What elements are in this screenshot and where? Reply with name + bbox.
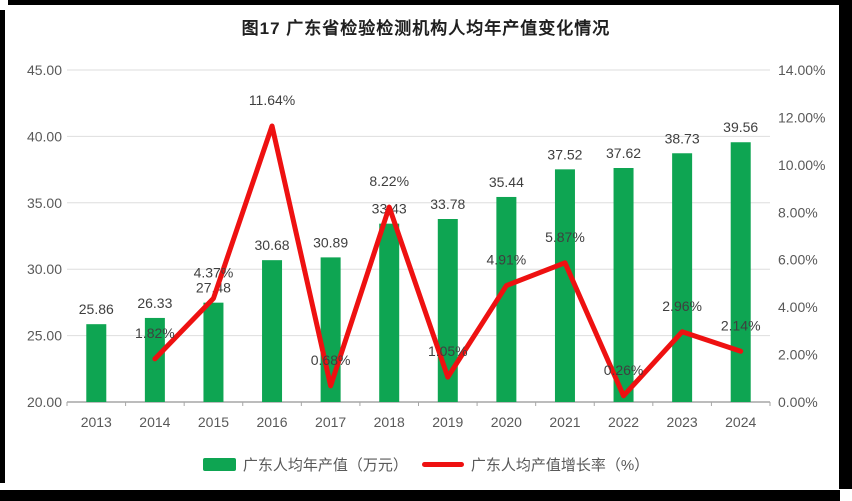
- screenshot-border-top: [8, 0, 852, 5]
- line-point-label: 4.37%: [194, 264, 234, 280]
- x-axis-label: 2013: [81, 414, 112, 430]
- line-point-label: 5.87%: [545, 229, 585, 245]
- bar-value-label: 37.62: [606, 145, 641, 161]
- x-axis-label: 2022: [608, 414, 639, 430]
- line-point-label: 0.68%: [311, 352, 351, 368]
- y-left-axis-tick-label: 20.00: [27, 394, 62, 410]
- y-right-axis-tick-label: 8.00%: [778, 204, 818, 220]
- bar-value-label: 39.56: [723, 119, 758, 135]
- bar-2022: [613, 168, 634, 402]
- y-right-axis-tick-label: 2.00%: [778, 347, 818, 363]
- x-axis-label: 2024: [725, 414, 756, 430]
- line-point-label: 1.05%: [428, 343, 468, 359]
- x-axis-label: 2018: [374, 414, 405, 430]
- y-right-axis-tick-label: 4.00%: [778, 299, 818, 315]
- bar-value-label: 25.86: [79, 301, 114, 317]
- bar-value-label: 30.89: [313, 234, 348, 250]
- screenshot-border-left: [0, 10, 5, 483]
- bar-2015: [203, 302, 224, 402]
- screenshot-border-right: [839, 0, 852, 489]
- bar-value-label: 27.48: [196, 280, 231, 296]
- line-point-label: 11.64%: [249, 92, 295, 108]
- screenshot-border-bottom: [0, 490, 840, 501]
- bar-value-label: 26.33: [137, 295, 172, 311]
- line-point-label: 2.14%: [721, 317, 761, 333]
- bar-2023: [672, 153, 693, 402]
- line-series-swatch-icon: [421, 462, 464, 467]
- bar-value-label: 33.78: [430, 196, 465, 212]
- legend-label-line-series: 广东人均产值增长率（%）: [470, 457, 650, 474]
- x-axis-label: 2023: [667, 414, 698, 430]
- line-point-label: 1.82%: [135, 325, 175, 341]
- growth-rate-line: [152, 123, 744, 399]
- x-axis-label: 2016: [256, 414, 287, 430]
- y-right-axis-tick-label: 12.00%: [778, 109, 825, 125]
- y-right-axis-tick-label: 10.00%: [778, 157, 825, 173]
- chart-legend: 广东人均年产值（万元） 广东人均产值增长率（%）: [0, 454, 852, 475]
- bar-value-label: 35.44: [489, 174, 524, 190]
- chart-title: 图17 广东省检验检测机构人均年产值变化情况: [241, 19, 611, 38]
- bar-value-label: 30.68: [255, 237, 290, 253]
- bar-series-swatch-icon: [202, 458, 236, 471]
- bar-2013: [86, 324, 107, 402]
- y-right-axis-tick-label: 0.00%: [778, 394, 818, 410]
- bar-2016: [262, 260, 283, 402]
- x-axis-label: 2019: [432, 414, 463, 430]
- y-left-axis-tick-label: 25.00: [27, 328, 62, 344]
- bar-value-label: 37.52: [547, 146, 582, 162]
- x-axis-label: 2020: [491, 414, 522, 430]
- y-left-axis-tick-label: 40.00: [27, 128, 62, 144]
- y-right-axis-tick-label: 14.00%: [778, 62, 825, 78]
- line-point-label: 2.96%: [662, 298, 702, 314]
- line-point-label: 8.22%: [369, 173, 409, 189]
- y-right-axis-tick-label: 6.00%: [778, 252, 818, 268]
- x-axis-label: 2017: [315, 414, 346, 430]
- bar-2021: [554, 169, 575, 402]
- x-axis-label: 2015: [198, 414, 229, 430]
- y-left-axis-tick-label: 45.00: [27, 62, 62, 78]
- bar-2024: [730, 142, 751, 402]
- x-axis-label: 2021: [549, 414, 580, 430]
- line-point-label: 0.26%: [604, 362, 644, 378]
- y-left-axis-tick-label: 30.00: [27, 261, 62, 277]
- bar-value-label: 38.73: [665, 130, 700, 146]
- line-point-label: 4.91%: [487, 252, 527, 268]
- bar-2020: [496, 196, 517, 402]
- x-axis-label: 2014: [139, 414, 170, 430]
- bar-2018: [379, 223, 400, 402]
- legend-item-bar-series: 广东人均年产值（万元）: [202, 454, 408, 475]
- legend-label-bar-series: 广东人均年产值（万元）: [242, 457, 408, 474]
- y-left-axis-tick-label: 35.00: [27, 195, 62, 211]
- legend-item-line-series: 广东人均产值增长率（%）: [421, 454, 650, 475]
